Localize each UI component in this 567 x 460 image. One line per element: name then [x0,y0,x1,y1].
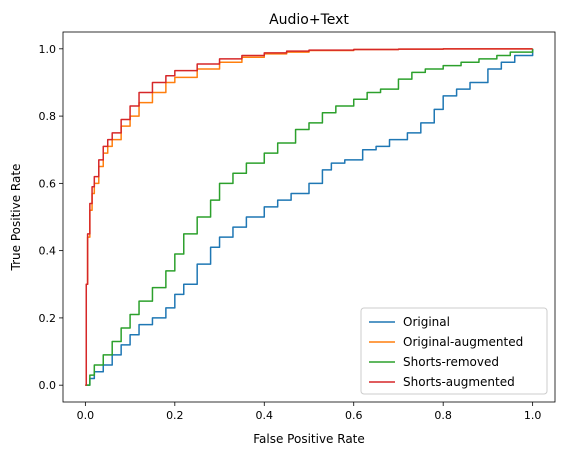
x-tick-label: 0.8 [434,409,452,422]
y-tick-label: 0.2 [39,312,57,325]
legend: Original Original-augmented Shorts-removed… [360,307,548,395]
chart-title: Audio+Text [269,12,349,28]
x-tick-label: 0.6 [345,409,363,422]
x-axis-label: False Positive Rate [253,432,365,446]
series-line-1 [85,48,534,386]
legend-label: Shorts-removed [403,355,499,369]
y-tick-label: 0.0 [39,379,57,392]
x-tick-label: 1.0 [524,409,542,422]
y-tick-label: 0.8 [39,110,57,123]
x-tick-label: 0.4 [256,409,274,422]
series-line-3 [85,48,534,386]
axes-frame [62,31,556,403]
legend-label: Shorts-augmented [403,375,515,389]
x-tick-label: 0.0 [77,409,95,422]
legend-label: Original-augmented [403,335,523,349]
legend-box [360,307,548,395]
x-axis-ticks: 0.0 0.2 0.4 0.6 0.8 1.0 [77,402,542,422]
y-tick-label: 0.6 [39,177,57,190]
y-axis-label: True Positive Rate [9,164,23,272]
series-line-4 [85,48,533,386]
y-tick-label: 0.4 [39,245,57,258]
legend-label: Original [403,315,450,329]
x-tick-label: 0.2 [166,409,184,422]
y-tick-label: 1.0 [39,43,57,56]
y-axis-ticks: 0.0 0.2 0.4 0.6 0.8 1.0 [39,43,63,392]
plot-area [85,48,534,386]
